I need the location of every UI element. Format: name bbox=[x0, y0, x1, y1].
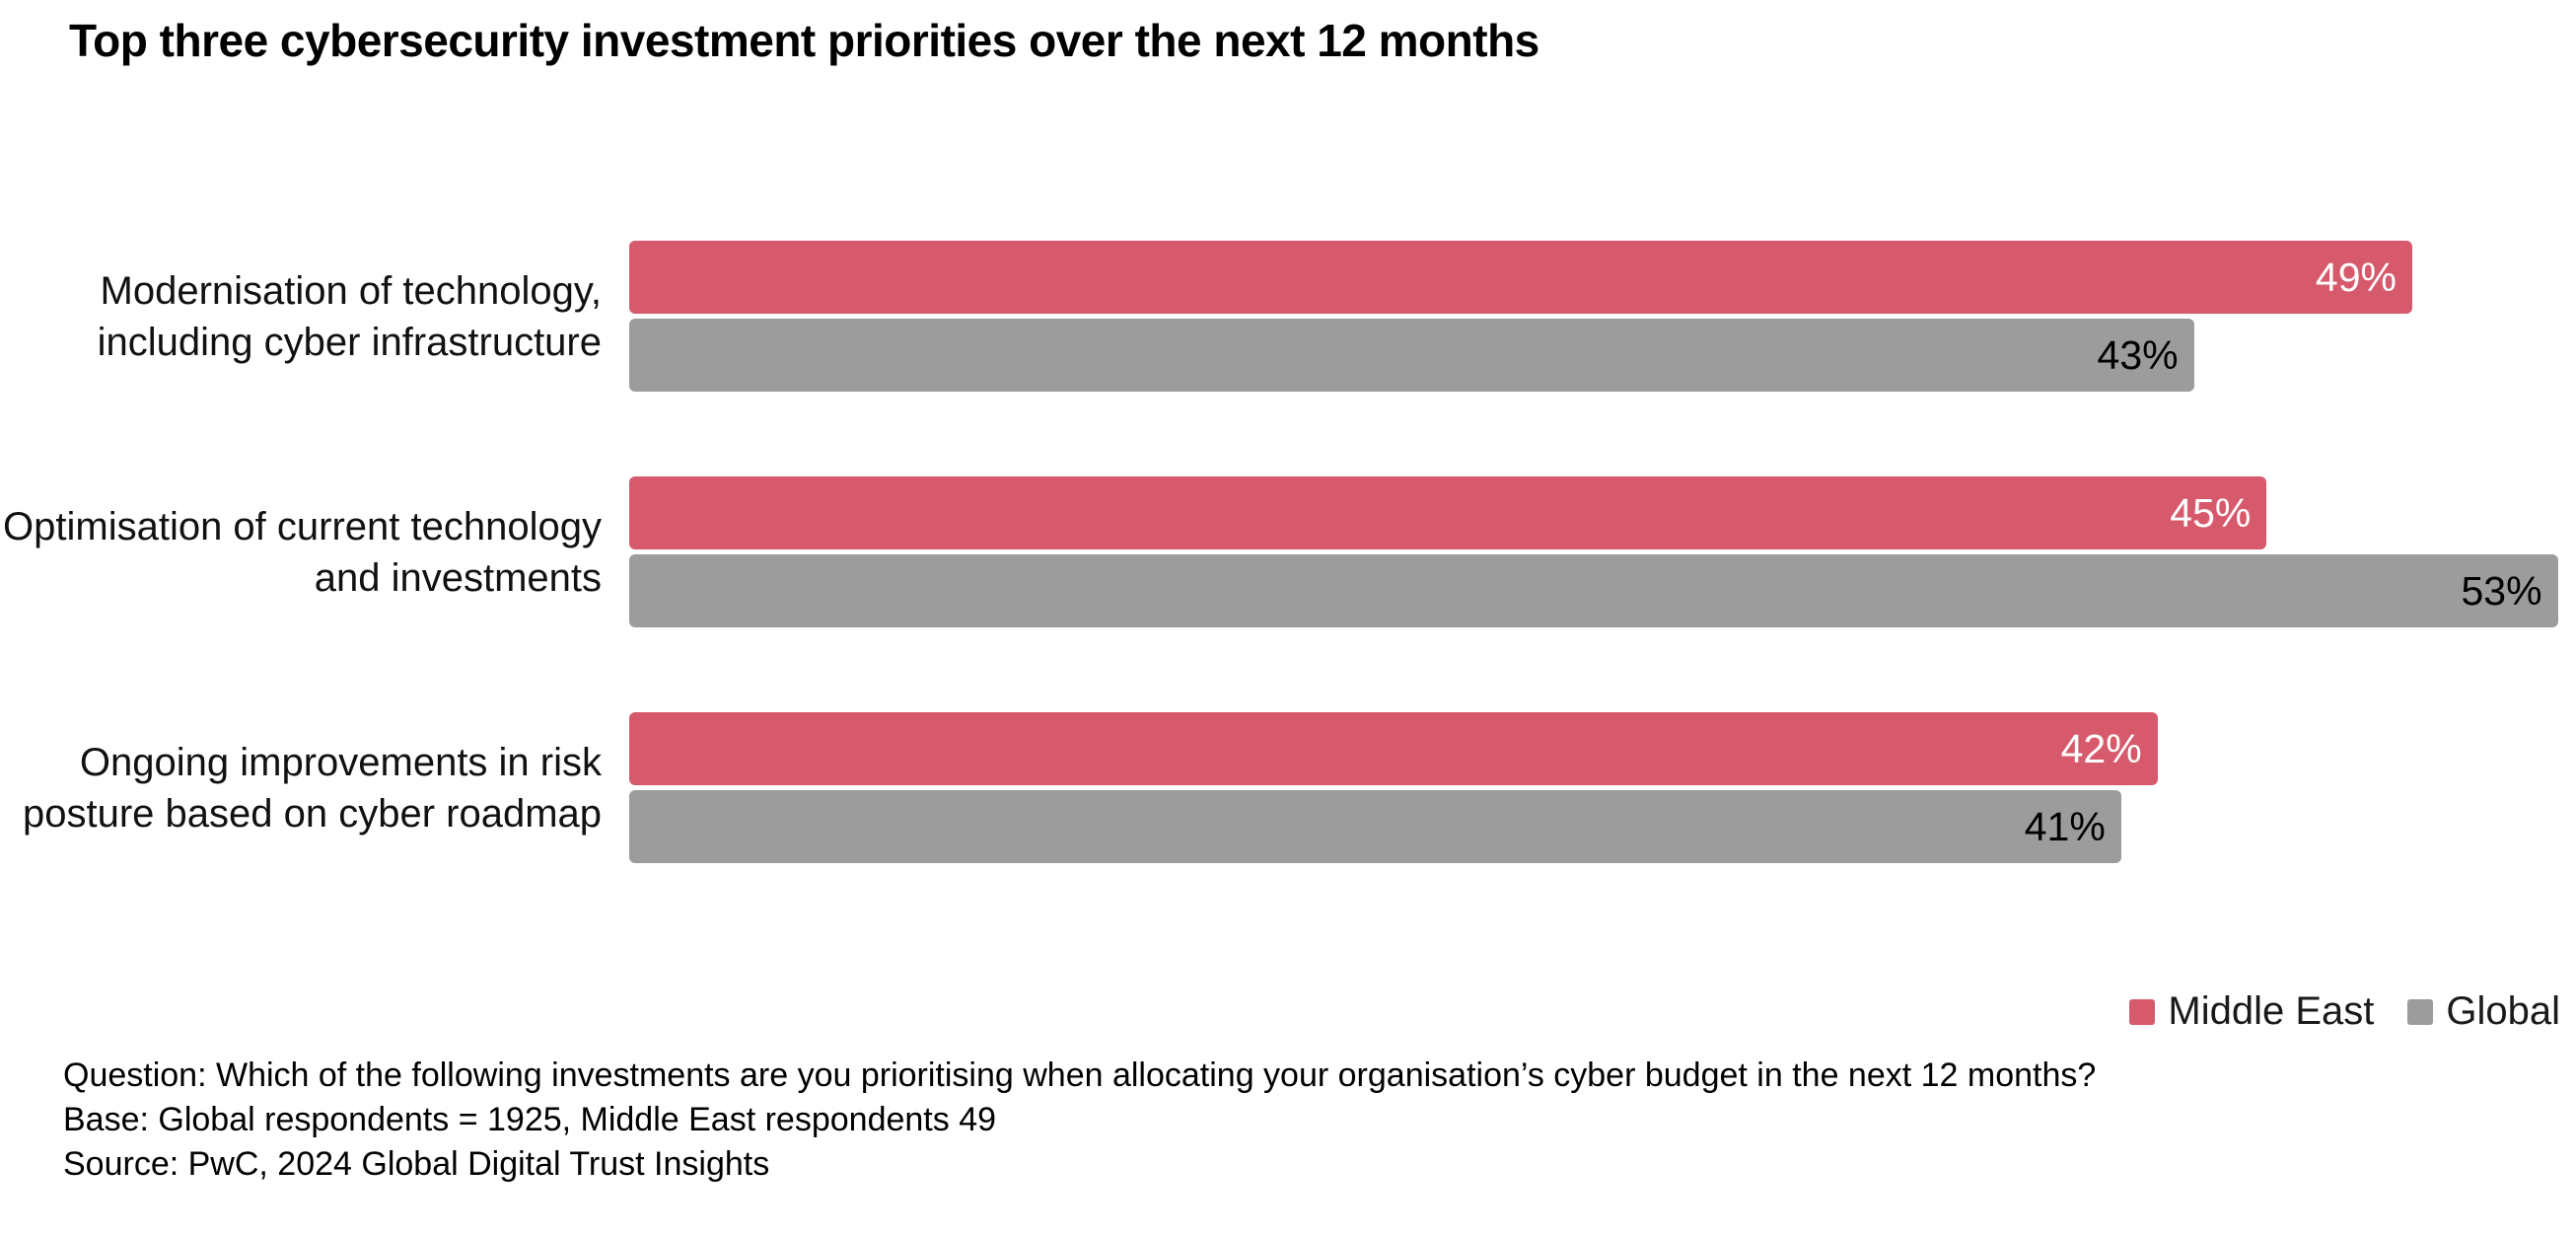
legend-item-middle-east: Middle East bbox=[2129, 989, 2374, 1034]
category-label: Ongoing improvements in risk posture bas… bbox=[22, 740, 602, 836]
footnote-source: Source: PwC, 2024 Global Digital Trust I… bbox=[63, 1145, 770, 1183]
legend-swatch-middle-east bbox=[2129, 998, 2156, 1025]
value-label: 42% bbox=[2060, 725, 2142, 771]
legend: Middle East Global bbox=[2129, 989, 2560, 1034]
legend-swatch-global bbox=[2407, 998, 2434, 1025]
bar-global: 43% bbox=[629, 319, 2194, 392]
legend-item-global: Global bbox=[2407, 989, 2560, 1034]
bar-track: 42% 41% bbox=[629, 712, 2576, 863]
category-label: Modernisation of technology, including c… bbox=[97, 268, 602, 364]
value-label: 45% bbox=[2170, 489, 2252, 536]
footnotes: Question: Which of the following investm… bbox=[63, 1054, 2096, 1187]
footnote-question: Question: Which of the following investm… bbox=[63, 1056, 2097, 1094]
legend-label: Middle East bbox=[2168, 989, 2375, 1033]
value-label: 49% bbox=[2315, 254, 2397, 300]
footnote-base: Base: Global respondents = 1925, Middle … bbox=[63, 1101, 997, 1138]
value-label: 41% bbox=[2024, 803, 2106, 849]
bar-track: 49% 43% bbox=[629, 241, 2576, 392]
bar-global: 53% bbox=[629, 554, 2558, 627]
legend-label: Global bbox=[2446, 989, 2560, 1033]
chart-row-ongoing-improvements-in-: Ongoing improvements in risk posture bas… bbox=[0, 712, 2576, 863]
bar-global: 41% bbox=[629, 790, 2121, 863]
value-label: 43% bbox=[2097, 331, 2179, 378]
bar-track: 45% 53% bbox=[629, 476, 2576, 627]
chart-title: Top three cybersecurity investment prior… bbox=[69, 15, 1539, 66]
bar-middle-east: 45% bbox=[629, 476, 2267, 549]
chart-row-modernisation-of-technol: Modernisation of technology, including c… bbox=[0, 241, 2576, 392]
category-label: Optimisation of current technology and i… bbox=[3, 504, 602, 600]
bar-middle-east: 49% bbox=[629, 241, 2412, 314]
bar-chart: Modernisation of technology, including c… bbox=[0, 241, 2576, 863]
chart-row-optimisation-of-current-: Optimisation of current technology and i… bbox=[0, 476, 2576, 627]
bar-middle-east: 42% bbox=[629, 712, 2158, 785]
value-label: 53% bbox=[2461, 567, 2542, 614]
